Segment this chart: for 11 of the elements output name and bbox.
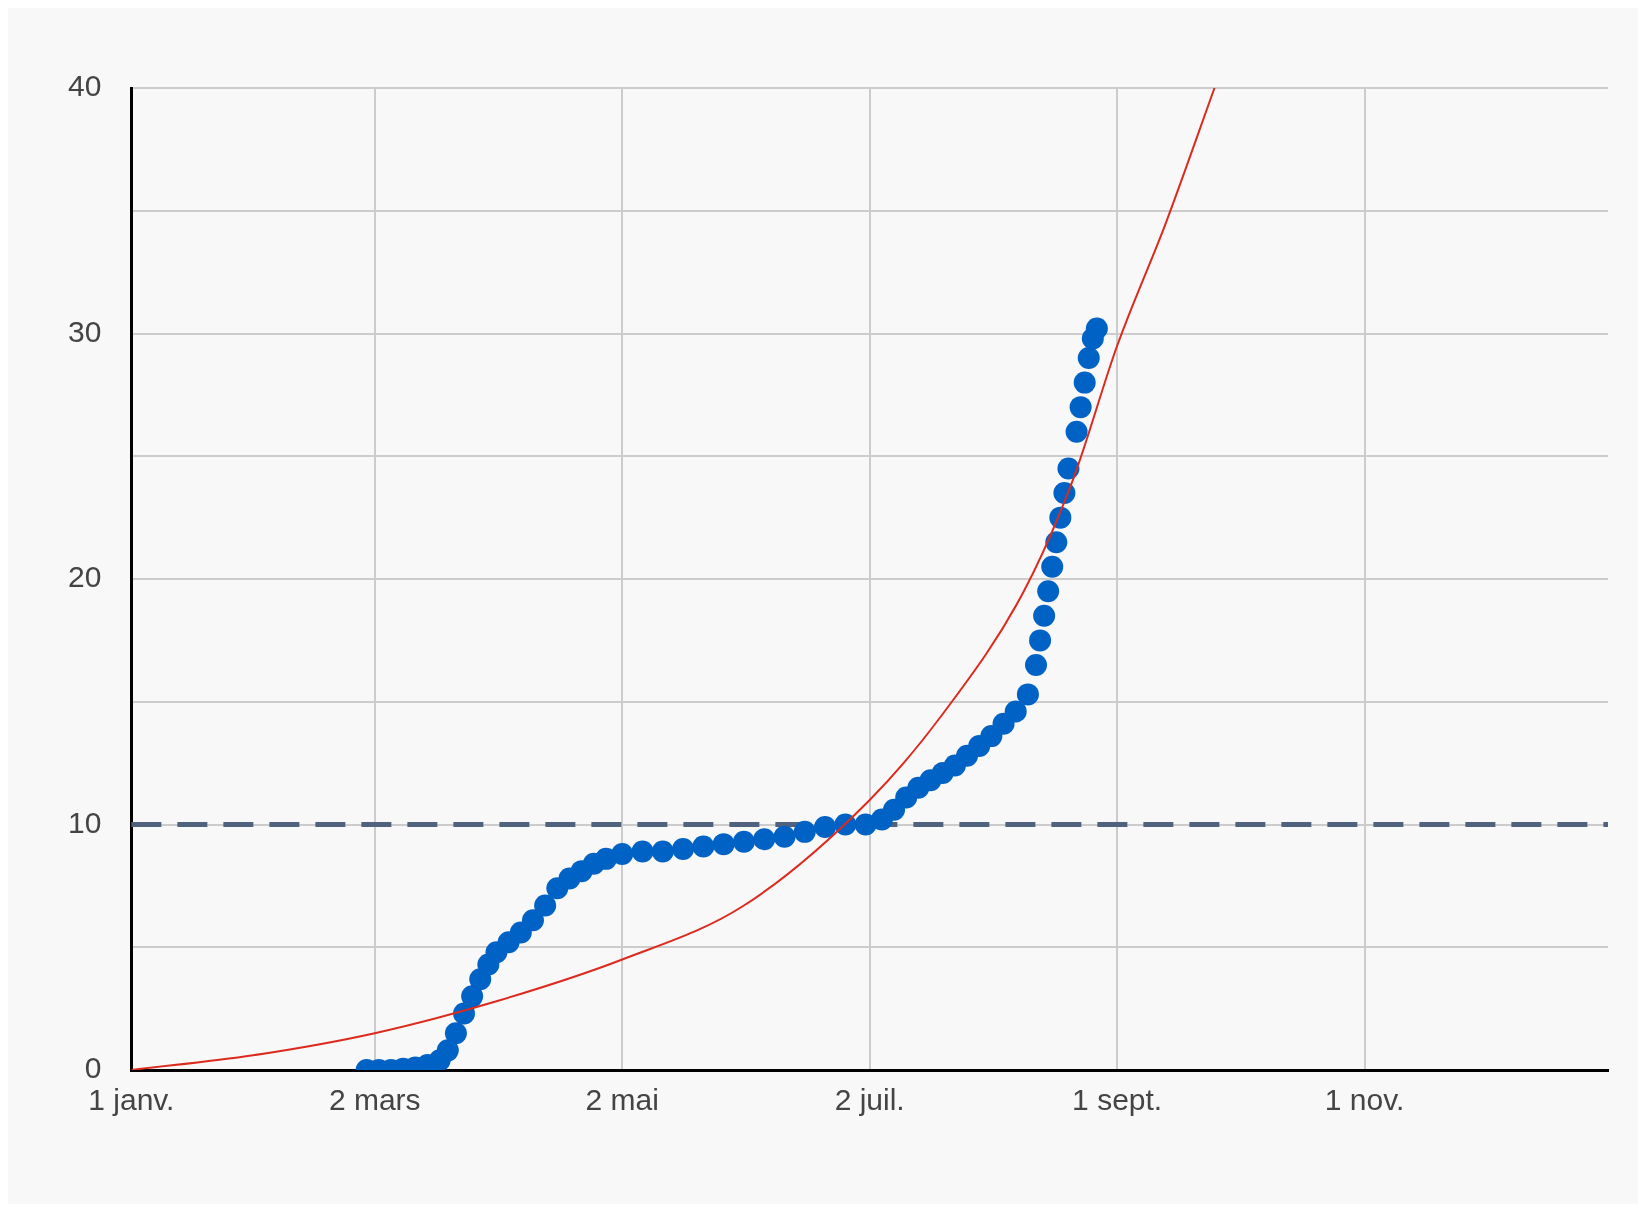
y-tick-label: 0 — [84, 1051, 102, 1085]
x-tick-label: 1 nov. — [1324, 1083, 1405, 1117]
x-tick-label: 2 juil. — [834, 1083, 905, 1117]
x-tick-label: 1 sept. — [1072, 1083, 1163, 1117]
y-tick-label: 30 — [67, 314, 102, 348]
y-tick-label: 10 — [67, 805, 102, 839]
y-tick-label: 40 — [67, 69, 102, 103]
y-tick-label: 20 — [67, 560, 102, 594]
x-tick-label: 1 janv. — [88, 1083, 175, 1117]
x-tick-label: 2 mai — [585, 1083, 659, 1117]
x-tick-label: 2 mars — [328, 1083, 421, 1117]
